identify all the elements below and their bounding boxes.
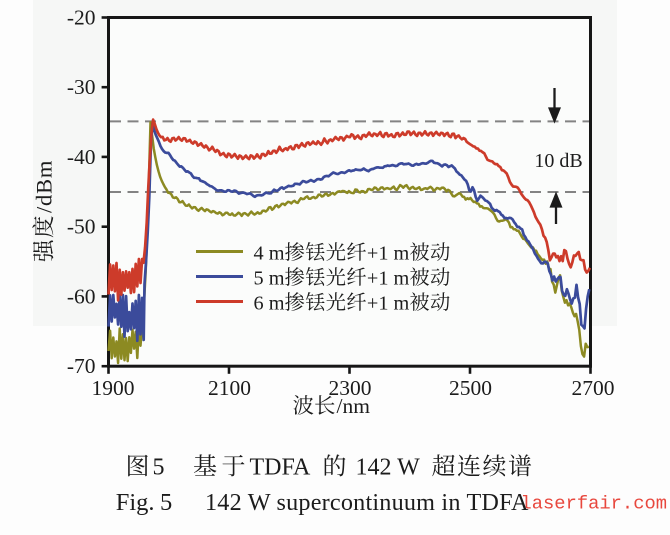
svg-text:+1 m: +1 m	[367, 242, 410, 264]
svg-text:-50: -50	[67, 215, 96, 239]
svg-text:5: 5	[153, 455, 165, 481]
svg-text:TDFA: TDFA	[250, 455, 312, 481]
svg-text:2700: 2700	[572, 376, 615, 400]
svg-text:6 m: 6 m	[254, 292, 285, 314]
svg-text:+1 m: +1 m	[367, 267, 410, 289]
svg-text:2100: 2100	[208, 376, 251, 400]
svg-text:1900: 1900	[92, 376, 135, 400]
svg-text:laserfair.com: laserfair.com	[521, 493, 668, 515]
svg-text:/dBm: /dBm	[32, 160, 57, 213]
svg-text:-20: -20	[67, 5, 96, 29]
svg-text:-30: -30	[67, 75, 96, 99]
svg-text:10 dB: 10 dB	[534, 150, 582, 172]
svg-text:Fig.: Fig.	[116, 489, 155, 516]
svg-text:5 m: 5 m	[254, 267, 285, 289]
svg-text:4 m: 4 m	[254, 242, 285, 264]
svg-text:2300: 2300	[329, 376, 372, 400]
svg-text:142 W: 142 W	[356, 455, 421, 481]
svg-text:/nm: /nm	[337, 394, 371, 418]
svg-text:-60: -60	[67, 284, 96, 308]
svg-text:-70: -70	[67, 354, 96, 378]
svg-text:+1 m: +1 m	[367, 292, 410, 314]
svg-text:5: 5	[160, 489, 172, 516]
svg-text:142 W supercontinuum in TDFA: 142 W supercontinuum in TDFA	[205, 489, 529, 516]
svg-text:2500: 2500	[449, 376, 492, 400]
svg-text:-40: -40	[67, 145, 96, 169]
